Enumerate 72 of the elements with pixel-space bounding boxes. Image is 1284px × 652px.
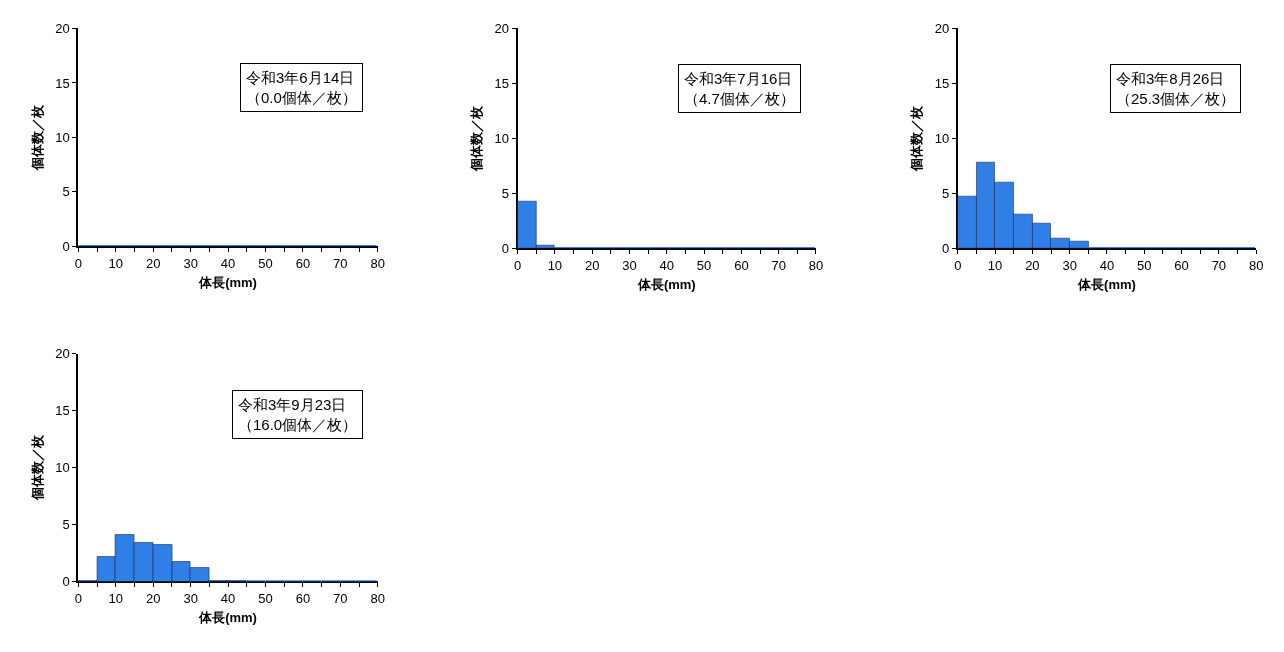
x-tick-label: 40 [220,591,236,607]
x-tick-label: 0 [74,591,82,607]
x-tick-label: 40 [659,257,675,273]
x-tick-label: 10 [108,255,124,271]
x-tick-label: 40 [1099,257,1115,273]
y-tick-label: 10 [55,460,70,476]
y-tick-label: 10 [934,130,950,146]
y-tick-label: 20 [55,346,70,362]
x-tick-label: 60 [295,255,311,271]
annotation: （16.0個体／枚） [238,415,358,433]
y-tick-label: 20 [934,21,950,37]
y-tick-label: 15 [55,75,70,91]
annotation: 令和3年9月23日 [238,396,347,413]
y-tick-label: 15 [494,76,509,91]
x-tick-label: 80 [1248,257,1264,273]
x-tick-label: 30 [183,591,198,607]
x-axis-title: 体長(mm) [636,277,696,293]
x-axis-title: 体長(mm) [1077,277,1136,293]
y-tick-label: 10 [494,130,509,146]
y-tick-label: 5 [62,517,70,533]
x-tick-label: 20 [1025,257,1040,273]
y-tick-label: 15 [55,403,70,419]
x-axis-title: 体長(mm) [198,610,257,626]
x-tick-label: 70 [771,257,786,273]
y-tick-label: 20 [55,21,70,37]
x-tick-label: 50 [258,591,273,607]
x-tick-label: 50 [1137,257,1152,273]
x-tick-label: 60 [1174,257,1189,273]
x-tick-label: 80 [370,255,385,271]
annotation: （25.3個体／枚） [1116,89,1236,107]
y-tick-label: 0 [941,240,950,256]
x-tick-label: 70 [333,591,348,607]
x-tick-label: 70 [333,255,348,271]
x-tick-label: 80 [808,257,824,273]
x-tick-label: 0 [513,257,522,273]
y-tick-label: 0 [501,240,509,256]
y-tick-label: 5 [941,185,950,201]
x-tick-label: 60 [734,257,749,273]
annotation: 令和3年6月14日 [246,69,355,86]
y-axis-title: 個体数／枚 [29,434,45,502]
x-tick-label: 70 [1211,257,1227,273]
y-tick-label: 0 [62,574,70,590]
y-axis-title: 個体数／枚 [468,104,484,172]
x-tick-label: 10 [108,591,124,607]
x-tick-label: 40 [220,255,236,271]
x-tick-label: 0 [954,257,962,273]
x-tick-label: 30 [622,257,637,273]
x-tick-label: 0 [74,255,82,271]
y-tick-label: 10 [55,129,70,145]
x-tick-label: 30 [1062,257,1077,273]
annotation: 令和3年8月26日 [1116,70,1225,87]
annotation: （4.7個体／枚） [684,89,795,107]
annotation: （0.0個体／枚） [246,88,357,106]
y-tick-label: 0 [62,238,70,254]
x-tick-label: 30 [183,255,198,271]
y-tick-label: 5 [62,184,70,200]
x-tick-label: 50 [696,257,712,273]
x-tick-label: 10 [547,257,563,273]
y-axis-title: 個体数／枚 [909,104,925,172]
annotation: 令和3年7月16日 [684,70,793,87]
x-tick-label: 20 [584,257,600,273]
x-tick-label: 80 [370,591,385,607]
y-axis-title: 個体数／枚 [29,103,45,171]
x-axis-title: 体長(mm) [198,275,257,291]
x-tick-label: 60 [295,591,311,607]
y-tick-label: 20 [494,21,509,37]
y-tick-label: 15 [934,76,950,91]
y-tick-label: 5 [501,185,509,201]
x-tick-label: 50 [258,255,273,271]
x-tick-label: 20 [145,591,161,607]
x-tick-label: 10 [987,257,1003,273]
x-tick-label: 20 [145,255,161,271]
